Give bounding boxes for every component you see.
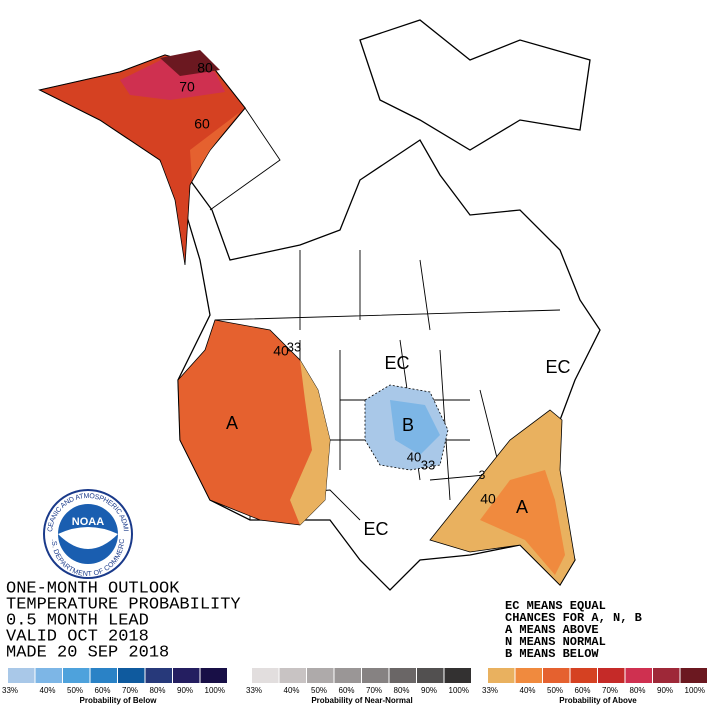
color-swatch — [444, 668, 471, 683]
colorbar-tick: 50% — [67, 686, 83, 695]
color-swatch — [8, 668, 35, 683]
color-swatch — [362, 668, 389, 683]
legend-note: EC MEANS EQUAL — [505, 599, 606, 613]
color-swatch — [488, 668, 515, 683]
map-label: B — [402, 415, 414, 435]
colorbar-tick: 40% — [40, 686, 56, 695]
legend-note: CHANCES FOR A, N, B — [505, 611, 642, 625]
colorbar-tick: 33% — [2, 686, 18, 695]
color-swatch — [252, 668, 279, 683]
colorbar-caption: Probability of Near-Normal — [311, 696, 412, 705]
title-line: VALID OCT 2018 — [6, 627, 149, 646]
color-swatch — [118, 668, 145, 683]
map-label: EC — [545, 357, 570, 377]
color-swatch — [35, 668, 62, 683]
colorbar-tick: 50% — [547, 686, 563, 695]
map-label: 60 — [194, 116, 210, 132]
map-label: EC — [363, 519, 388, 539]
legend-note: A MEANS ABOVE — [505, 623, 599, 637]
colorbar-tick: 40% — [520, 686, 536, 695]
colorbar-tick: 60% — [339, 686, 355, 695]
color-swatch — [279, 668, 306, 683]
color-swatch — [173, 668, 200, 683]
color-swatch — [515, 668, 542, 683]
colorbars: 33% 40% 50% 60% 70% 80% 90% 100% Probability of … — [2, 668, 707, 705]
color-swatch — [653, 668, 680, 683]
colorbar-tick: 80% — [394, 686, 410, 695]
colorbar-tick: 90% — [177, 686, 193, 695]
colorbar-tick: 70% — [366, 686, 382, 695]
logo-name: NOAA — [72, 516, 104, 528]
map-label: 70 — [179, 79, 195, 95]
colorbar-tick: 50% — [311, 686, 327, 695]
map-label: EC — [384, 353, 409, 373]
map-label: 33 — [287, 339, 301, 354]
colorbar-tick: 40% — [284, 686, 300, 695]
colorbar-tick: 80% — [150, 686, 166, 695]
map-label: 40 — [273, 343, 289, 359]
color-swatch — [389, 668, 416, 683]
colorbar-tick: 70% — [122, 686, 138, 695]
color-swatch — [680, 668, 707, 683]
colorbar-tick: 70% — [602, 686, 618, 695]
map-label: 80 — [197, 60, 213, 76]
probability-regions — [38, 50, 576, 586]
title-line: MADE 20 SEP 2018 — [6, 643, 169, 662]
map-label: 40 — [480, 491, 496, 507]
colorbar-tick: 100% — [205, 686, 225, 695]
color-swatch — [145, 668, 172, 683]
title-line: TEMPERATURE PROBABILITY — [6, 595, 241, 614]
color-swatch — [570, 668, 597, 683]
colorbar-tick: 100% — [685, 686, 705, 695]
color-swatch — [307, 668, 334, 683]
colorbar-caption: Probability of Below — [80, 696, 158, 705]
map-label: 33 — [421, 457, 435, 472]
colorbar-tick: 33% — [246, 686, 262, 695]
title-line: ONE-MONTH OUTLOOK — [6, 579, 180, 598]
color-swatch — [334, 668, 361, 683]
map-label: 40 — [407, 449, 421, 464]
color-swatch — [63, 668, 90, 683]
colorbar-tick: 80% — [630, 686, 646, 695]
color-swatch — [625, 668, 652, 683]
map-label: A — [226, 413, 238, 433]
colorbar-tick: 90% — [421, 686, 437, 695]
colorbar-caption: Probability of Above — [559, 696, 637, 705]
colorbar-tick: 90% — [657, 686, 673, 695]
colorbar-tick: 60% — [575, 686, 591, 695]
legend-note: B MEANS BELOW — [505, 647, 599, 661]
color-swatch — [598, 668, 625, 683]
color-swatch — [90, 668, 117, 683]
color-swatch — [200, 668, 227, 683]
map-label: 3 — [479, 468, 486, 482]
legend-note: N MEANS NORMAL — [505, 635, 606, 649]
colorbar-tick: 100% — [449, 686, 469, 695]
colorbar-tick: 60% — [95, 686, 111, 695]
color-swatch — [417, 668, 444, 683]
title-line: 0.5 MONTH LEAD — [6, 611, 149, 630]
color-swatch — [543, 668, 570, 683]
map-label: A — [516, 497, 528, 517]
colorbar-tick: 33% — [482, 686, 498, 695]
